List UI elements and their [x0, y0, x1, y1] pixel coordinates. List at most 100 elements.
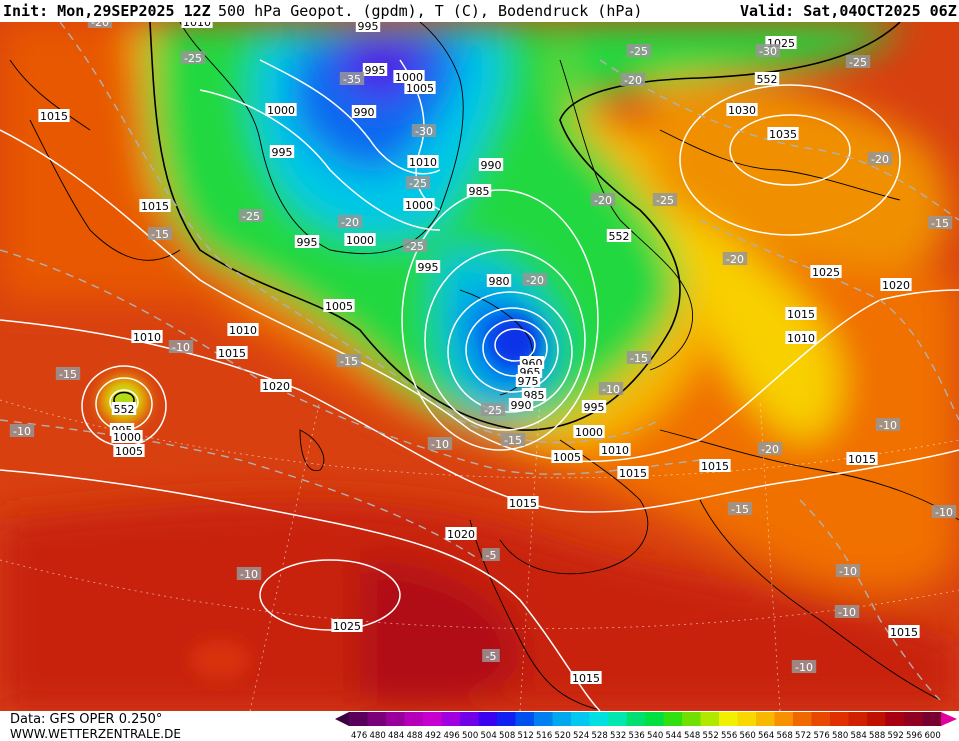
scale-label: 564 — [758, 731, 774, 740]
isobar-value: 975 — [518, 375, 539, 388]
temp-label: -10 — [931, 505, 957, 519]
height-value: 552 — [609, 230, 630, 243]
temp-label: -30 — [755, 44, 781, 58]
scale-swatch — [552, 712, 572, 726]
temperature-isotherms — [0, 22, 959, 701]
scale-label: 496 — [444, 731, 460, 740]
temp-value: -25 — [409, 177, 427, 190]
scale-swatch — [811, 712, 831, 726]
isobar-label: 1005 — [323, 299, 355, 313]
scale-swatch — [367, 712, 387, 726]
scale-label: 540 — [647, 731, 663, 740]
temp-label: -25 — [402, 239, 428, 253]
temp-value: -20 — [341, 216, 359, 229]
scale-swatch — [626, 712, 646, 726]
scale-label: 528 — [592, 731, 608, 740]
isobar-label: 1010 — [407, 155, 439, 169]
temp-label: -10 — [834, 605, 860, 619]
scale-swatch — [497, 712, 516, 726]
scale-swatch — [885, 712, 905, 726]
temp-value: -20 — [594, 194, 612, 207]
isobar-label: 985 — [466, 184, 492, 198]
isobar-label: 995 — [269, 145, 295, 159]
isobar-value: 1020 — [447, 528, 475, 541]
temp-value: -10 — [838, 606, 856, 619]
isobar-label: 1010 — [131, 330, 163, 344]
height-label: 552 — [111, 402, 137, 416]
scale-swatch — [700, 712, 720, 726]
scale-swatch — [922, 712, 942, 726]
temp-label: -25 — [845, 55, 871, 69]
temp-label: -15 — [336, 354, 362, 368]
temp-value: -10 — [172, 341, 190, 354]
temp-label: -15 — [626, 351, 652, 365]
isobar-label: 1000 — [265, 103, 297, 117]
temp-label: -30 — [411, 124, 437, 138]
isobar-label: 975 — [515, 374, 541, 388]
isobar-label: 1000 — [573, 425, 605, 439]
isobar-label: 1035 — [767, 127, 799, 141]
isobar-value: 980 — [489, 275, 510, 288]
isobar-label: 1000 — [403, 198, 435, 212]
scale-swatch — [848, 712, 868, 726]
scale-swatch — [867, 712, 886, 726]
scale-label: 572 — [795, 731, 811, 740]
isobar-value: 1015 — [572, 672, 600, 685]
temp-value: -20 — [624, 74, 642, 87]
isobar-value: 995 — [584, 401, 605, 414]
isobar-label: 1000 — [111, 430, 143, 444]
temp-label: -10 — [598, 382, 624, 396]
height-label: 552 — [754, 72, 780, 86]
temp-label: -10 — [236, 567, 262, 581]
init-time: Init: Mon,29SEP2025 12Z — [3, 2, 211, 20]
isobar-label: 1000 — [393, 70, 425, 84]
temp-label: -25 — [480, 403, 506, 417]
isobar-value: 1010 — [133, 331, 161, 344]
temp-label: -35 — [339, 72, 365, 86]
temp-label: -20 — [522, 273, 548, 287]
temp-value: -15 — [630, 352, 648, 365]
scale-label: 512 — [518, 731, 534, 740]
isobar-value: 1005 — [553, 451, 581, 464]
temp-value: -25 — [484, 404, 502, 417]
isobar-value: 1025 — [812, 266, 840, 279]
data-source: Data: GFS OPER 0.250° — [10, 712, 163, 727]
isobar-label: 1005 — [404, 81, 436, 95]
scale-swatch — [423, 712, 442, 726]
temp-label: -25 — [652, 193, 678, 207]
temp-value: -20 — [761, 443, 779, 456]
isobar-value: 995 — [418, 261, 439, 274]
isobar-label: 1025 — [810, 265, 842, 279]
isobar-value: 1035 — [769, 128, 797, 141]
isobar-value: 995 — [358, 22, 379, 33]
temp-value: -25 — [656, 194, 674, 207]
isobar-label: 995 — [362, 63, 388, 77]
isobar-value: 990 — [354, 106, 375, 119]
scale-label: 504 — [481, 731, 497, 740]
scale-swatch — [386, 712, 405, 726]
temp-value: -15 — [59, 368, 77, 381]
coastlines — [9, 22, 959, 711]
isobar-label: 1015 — [617, 466, 649, 480]
scale-label: 484 — [388, 731, 404, 740]
isobar-label: 1000 — [344, 233, 376, 247]
scale-label: 500 — [462, 731, 478, 740]
isobar-value: 1010 — [183, 22, 211, 29]
scale-label: 588 — [869, 731, 885, 740]
isobar-value: 1000 — [267, 104, 295, 117]
temp-label: -10 — [427, 437, 453, 451]
isobar-value: 1000 — [113, 431, 141, 444]
isobar-label: 1015 — [699, 459, 731, 473]
isobar-value: 1000 — [346, 234, 374, 247]
temp-value: -5 — [486, 549, 497, 562]
weather-map: 1010 995 995 1000 1005 1025 1015 1000 990 1030 103… — [0, 22, 959, 711]
temp-label: -25 — [405, 176, 431, 190]
scale-label: 568 — [777, 731, 793, 740]
temp-label: -20 — [867, 152, 893, 166]
scale-swatch — [589, 712, 609, 726]
color-scale: 476 480 484 488 492 496 500 504 508 512 516 520 524 5… — [335, 712, 957, 740]
isobar-value: 995 — [297, 236, 318, 249]
scale-swatch — [663, 712, 683, 726]
